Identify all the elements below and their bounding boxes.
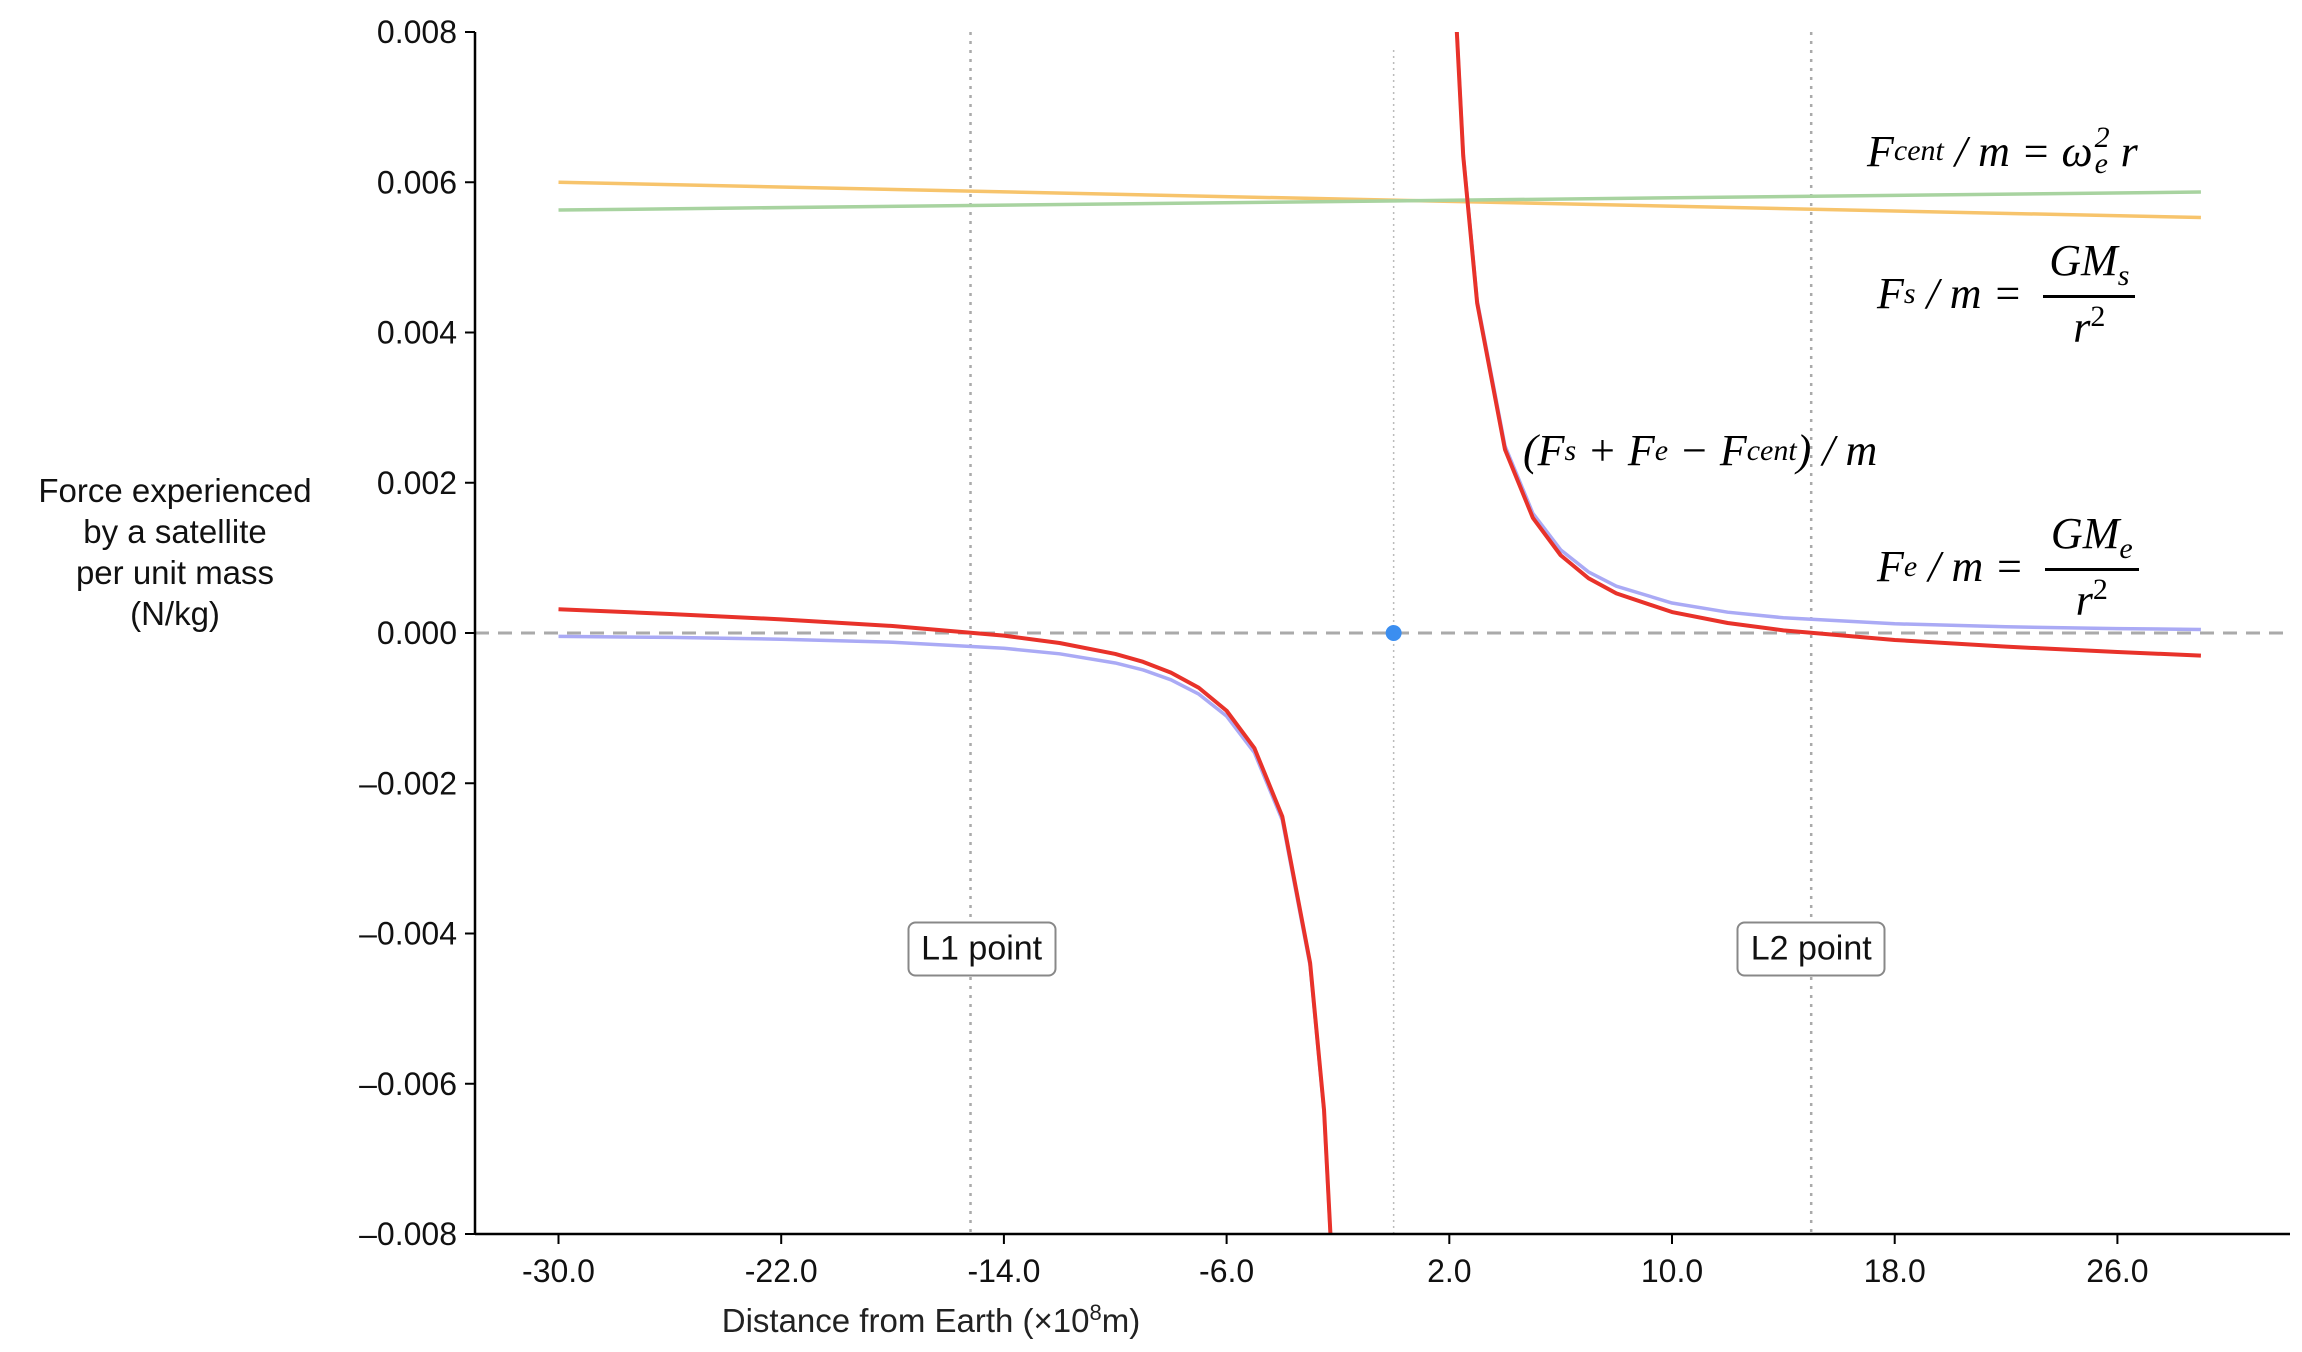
earth-point	[1385, 625, 1402, 641]
l1-point-label: L1 point	[907, 921, 1057, 977]
x-tick-label: 26.0	[2086, 1253, 2148, 1289]
x-tick-label: -22.0	[745, 1253, 818, 1289]
x-tick-label: -30.0	[522, 1253, 595, 1289]
y-tick-label: 0.008	[377, 14, 457, 50]
y-tick-label: –0.004	[359, 916, 457, 952]
plot-area	[475, 32, 2290, 1234]
y-tick-label: –0.002	[359, 765, 457, 801]
x-tick-label: 18.0	[1864, 1253, 1926, 1289]
x-tick-label: -6.0	[1199, 1253, 1254, 1289]
series-centrifugal-line	[558, 190, 2201, 212]
l2-point-label: L2 point	[1736, 921, 1886, 977]
y-tick-label: 0.006	[377, 164, 457, 200]
y-label-line: (N/kg)	[130, 595, 220, 632]
y-tick-label: 0.000	[377, 615, 457, 651]
y-label-line: per unit mass	[75, 554, 275, 591]
y-tick-label: –0.006	[359, 1066, 457, 1102]
x-label-unit: m)	[1101, 1302, 1141, 1339]
x-tick-label: 2.0	[1427, 1253, 1471, 1289]
y-tick-label: 0.002	[377, 465, 457, 501]
x-tick-label: 10.0	[1641, 1253, 1703, 1289]
y-axis-label: Force experienced by a satellite per uni…	[0, 470, 350, 634]
x-tick-label: -14.0	[967, 1253, 1040, 1289]
y-tick-label: 0.004	[377, 315, 457, 351]
x-axis-label: Distance from Earth (×108m)	[0, 1300, 2302, 1340]
series-net-line	[1454, 32, 2202, 658]
y-tick-label: –0.008	[359, 1216, 457, 1252]
series-net-line	[558, 607, 1333, 1234]
y-label-line: Force experienced	[38, 472, 312, 509]
series-earth-line	[558, 634, 1333, 1234]
y-label-line: by a satellite	[83, 513, 267, 550]
x-label-exponent: 8	[1089, 1300, 1102, 1325]
x-label-main: Distance from Earth (×10	[721, 1302, 1090, 1339]
